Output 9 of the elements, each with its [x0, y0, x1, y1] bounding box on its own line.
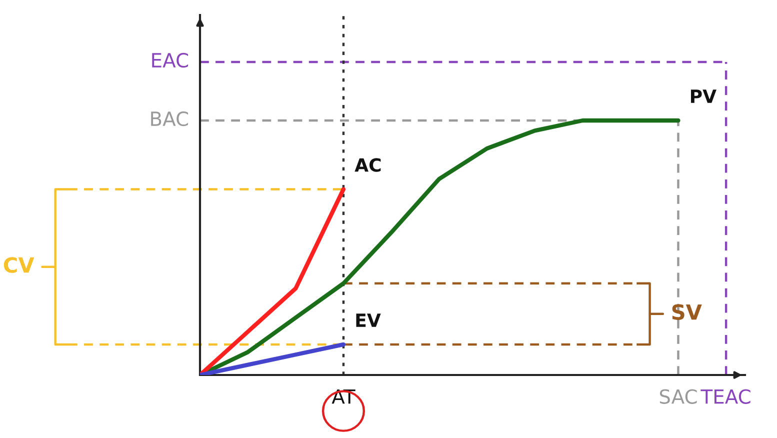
- x-tick-label: SAC: [660, 389, 697, 404]
- series-label: AC: [354, 158, 381, 172]
- text: CV: [4, 257, 34, 273]
- ref-line-label: EAC: [152, 52, 188, 68]
- annotation: SV: [672, 304, 702, 320]
- series-label: EV: [356, 314, 381, 327]
- series-label: PV: [691, 90, 716, 103]
- ref-line-label: BAC: [151, 111, 188, 126]
- x-tick-label: TEAC: [700, 389, 750, 404]
